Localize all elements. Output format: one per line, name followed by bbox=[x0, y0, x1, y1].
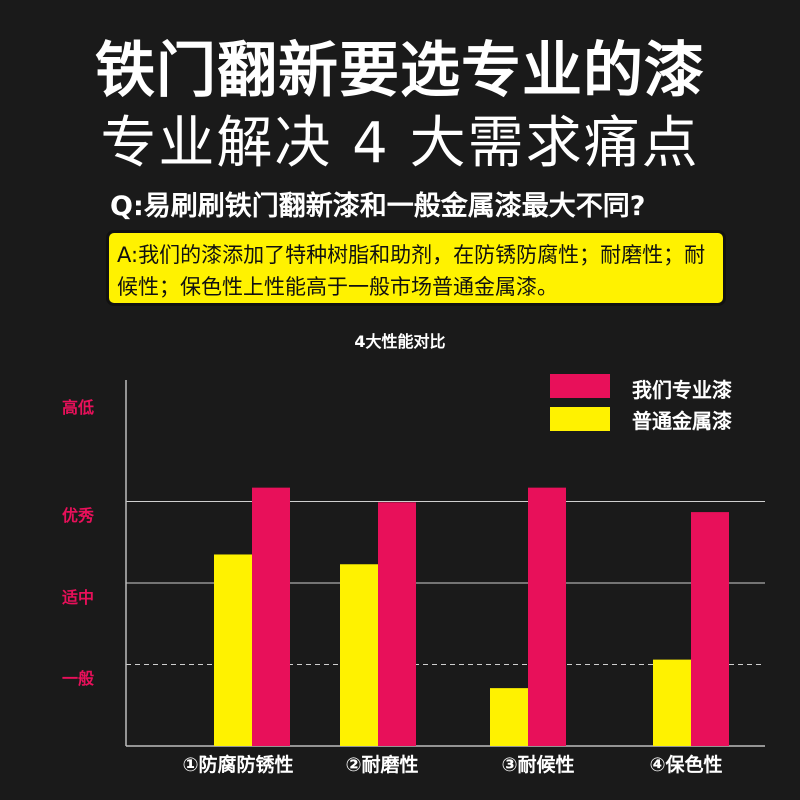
bar-ours-1 bbox=[252, 487, 290, 746]
legend-label-normal: 普通金属漆 bbox=[632, 409, 732, 433]
bar-ours-4 bbox=[691, 512, 729, 746]
question-text: Q:易刷刷铁门翻新漆和一般金属漆最大不同? bbox=[110, 191, 646, 222]
y-level-label-normal: 一般 bbox=[62, 669, 95, 688]
legend-swatch-ours bbox=[550, 374, 610, 398]
answer-text: A:我们的漆添加了特种树脂和助剂，在防锈防腐性；耐磨性；耐候性；保色性上性能高于… bbox=[117, 243, 706, 299]
bar-normal-4 bbox=[653, 659, 691, 746]
answer-box: A:我们的漆添加了特种树脂和助剂，在防锈防腐性；耐磨性；耐候性；保色性上性能高于… bbox=[106, 230, 726, 306]
bar-ours-2 bbox=[378, 502, 416, 746]
bar-normal-2 bbox=[340, 564, 378, 746]
page-subtitle: 专业解决 4 大需求痛点 bbox=[100, 111, 700, 176]
page-title: 铁门翻新要选专业的漆 bbox=[95, 36, 705, 106]
x-tick-label-3: ③耐候性 bbox=[501, 754, 575, 776]
y-level-label-moderate: 适中 bbox=[62, 588, 95, 607]
chart-title: 4大性能对比 bbox=[354, 332, 446, 351]
bar-ours-3 bbox=[528, 487, 566, 746]
y-level-label-excellent: 优秀 bbox=[62, 506, 95, 525]
x-tick-label-4: ④保色性 bbox=[649, 754, 723, 776]
bar-normal-3 bbox=[490, 688, 528, 746]
bar-normal-1 bbox=[214, 554, 252, 746]
legend-label-ours: 我们专业漆 bbox=[632, 378, 732, 402]
x-tick-label-2: ②耐磨性 bbox=[345, 754, 419, 776]
x-tick-label-1: ①防腐防锈性 bbox=[182, 754, 294, 776]
y-level-label-high: 高低 bbox=[62, 398, 95, 417]
legend-swatch-normal bbox=[550, 407, 610, 431]
